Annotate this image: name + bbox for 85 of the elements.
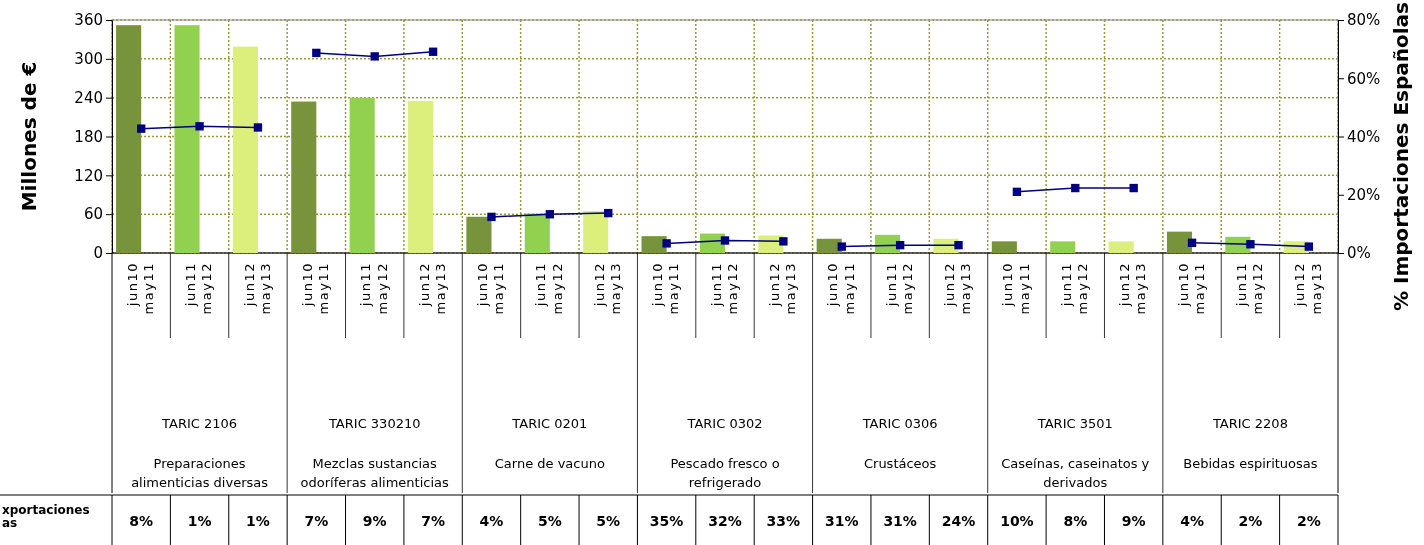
text: 33% [766,513,801,529]
text: 5% [596,513,621,529]
bar [991,241,1017,253]
point [487,212,496,222]
point [604,208,613,218]
text: 7% [304,513,329,529]
point [370,52,379,61]
y2-tick-label: 60% [1347,69,1381,88]
text: xportaciones as [2,503,90,531]
bar [1050,241,1076,253]
point [1071,183,1080,193]
text: Pescado fresco o refrigerado [670,456,780,490]
y-axis-title: Millones de € [17,61,41,212]
text: TARIC 330210 [327,416,421,431]
text: TARIC 3501 [1036,416,1113,431]
bar [1108,241,1134,253]
point [1129,183,1138,193]
text: 4% [1180,513,1204,529]
bar [116,25,142,253]
text: 9% [1121,513,1146,529]
bar [174,25,200,253]
y2-tick-label: 40% [1347,127,1381,146]
text: TARIC 2208 [1211,416,1288,431]
x-tick-label: jun10 may11 [124,262,156,315]
point [837,242,846,251]
text: 9% [362,513,387,529]
point [779,237,788,246]
point [1187,238,1197,247]
bar [1166,231,1193,253]
y-tick-label: 240 [74,88,103,107]
text: 5% [537,513,562,529]
text: TARIC 0306 [861,416,938,431]
y-tick-label: 360 [74,11,103,30]
text: TARIC 0201 [511,416,588,431]
point [312,48,321,58]
point [1246,240,1255,249]
point [895,240,905,250]
point [720,236,730,245]
y2-tick-label: 20% [1347,186,1381,205]
text: 1% [187,513,212,529]
bar [349,97,375,253]
bar [524,213,550,253]
text: 4% [479,513,504,529]
bar [232,46,258,253]
bar [291,101,317,253]
text: 7% [421,513,445,529]
y-tick-label: 300 [74,50,103,69]
bar [466,216,492,253]
y-tick-label: 120 [74,166,103,185]
text: Caseínas, caseinatos y derivados [1001,456,1150,490]
text: 10% [1000,513,1034,529]
text: 2% [1296,513,1321,529]
y-tick-label: 0 [93,244,103,263]
text: 31% [883,513,917,529]
point [195,122,204,131]
y2-tick-label: 80% [1347,11,1381,30]
y-tick-label: 60 [83,205,103,224]
point [428,47,438,56]
text: 32% [708,513,742,529]
text: 2% [1238,513,1263,529]
text: Crustáceos [863,456,937,471]
text: Preparaciones alimenticias diversas [131,456,269,490]
text: TARIC 0302 [686,416,763,431]
text: TARIC 2106 [161,416,238,431]
point [1304,242,1313,251]
point [253,123,263,132]
text: 35% [649,513,684,529]
point [137,124,146,133]
bar [583,210,609,253]
y2-axis-title: % Importaciones Españolas [1389,2,1413,311]
point [662,239,671,248]
text: 31% [825,513,859,529]
text: 1% [246,513,270,529]
text: Carne de vacuno [494,456,605,471]
y-tick-label: 180 [74,127,103,146]
text: 8% [1063,513,1088,529]
text: Bebidas espirituosas [1183,456,1318,471]
bar [407,100,434,253]
point [1012,187,1022,197]
y2-tick-label: 0% [1347,244,1371,263]
text: 8% [129,513,154,529]
point [954,240,963,250]
text: 24% [941,513,976,529]
point [545,210,555,219]
text: Mezclas sustancias odoríferas alimenticias [300,456,450,490]
